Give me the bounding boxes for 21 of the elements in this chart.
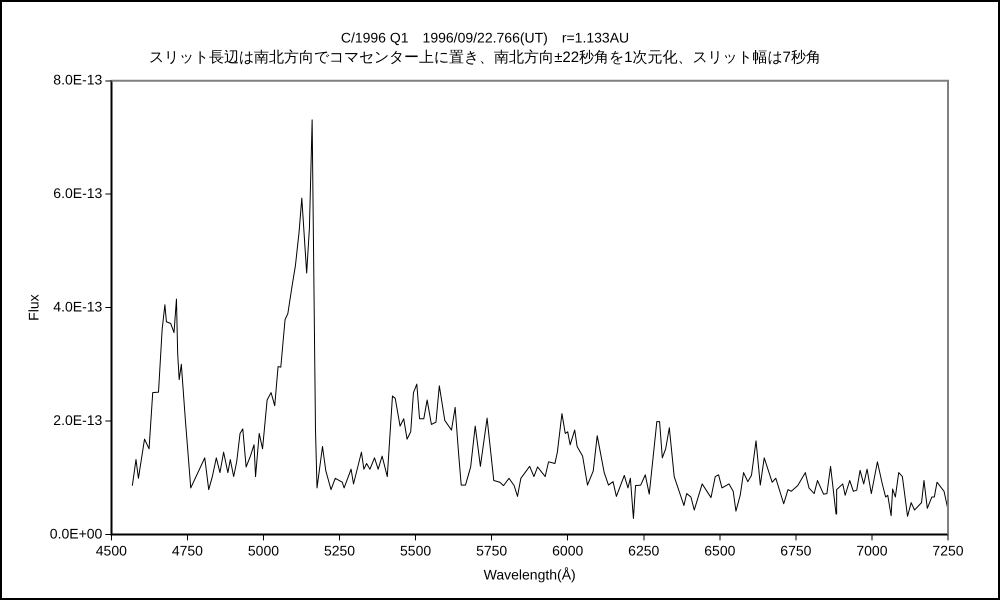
x-tick-label: 5250 [324, 542, 356, 559]
y-tick-label: 6.0E-13 [53, 185, 103, 202]
y-tick-label: 0.0E+00 [50, 525, 103, 542]
x-tick-label: 5500 [400, 542, 432, 559]
x-tick-label: 6000 [552, 542, 584, 559]
x-tick-label: 6250 [628, 542, 660, 559]
x-tick-label: 6750 [780, 542, 812, 559]
y-tick-label: 4.0E-13 [53, 298, 103, 314]
x-tick-label: 5750 [476, 542, 508, 559]
x-axis-title: Wavelength(Å) [484, 566, 576, 582]
y-tick-label: 8.0E-13 [53, 72, 103, 88]
x-tick-label: 6500 [704, 542, 736, 559]
x-tick-label: 7000 [856, 542, 888, 559]
chart-subtitle: スリット長辺は南北方向でコマセンター上に置き、南北方向±22秒角を1次元化、スリット幅は7秒角 [149, 48, 821, 66]
y-axis-title: Flux [25, 294, 42, 321]
x-tick-label: 4750 [172, 542, 204, 559]
y-tick-label: 2.0E-13 [53, 412, 103, 428]
x-tick-label: 4500 [96, 542, 128, 559]
x-tick-label: 5000 [248, 542, 280, 559]
x-tick-label: 7250 [932, 542, 964, 559]
chart-title: C/1996 Q1 1996/09/22.766(UT) r=1.133AU [340, 29, 630, 46]
